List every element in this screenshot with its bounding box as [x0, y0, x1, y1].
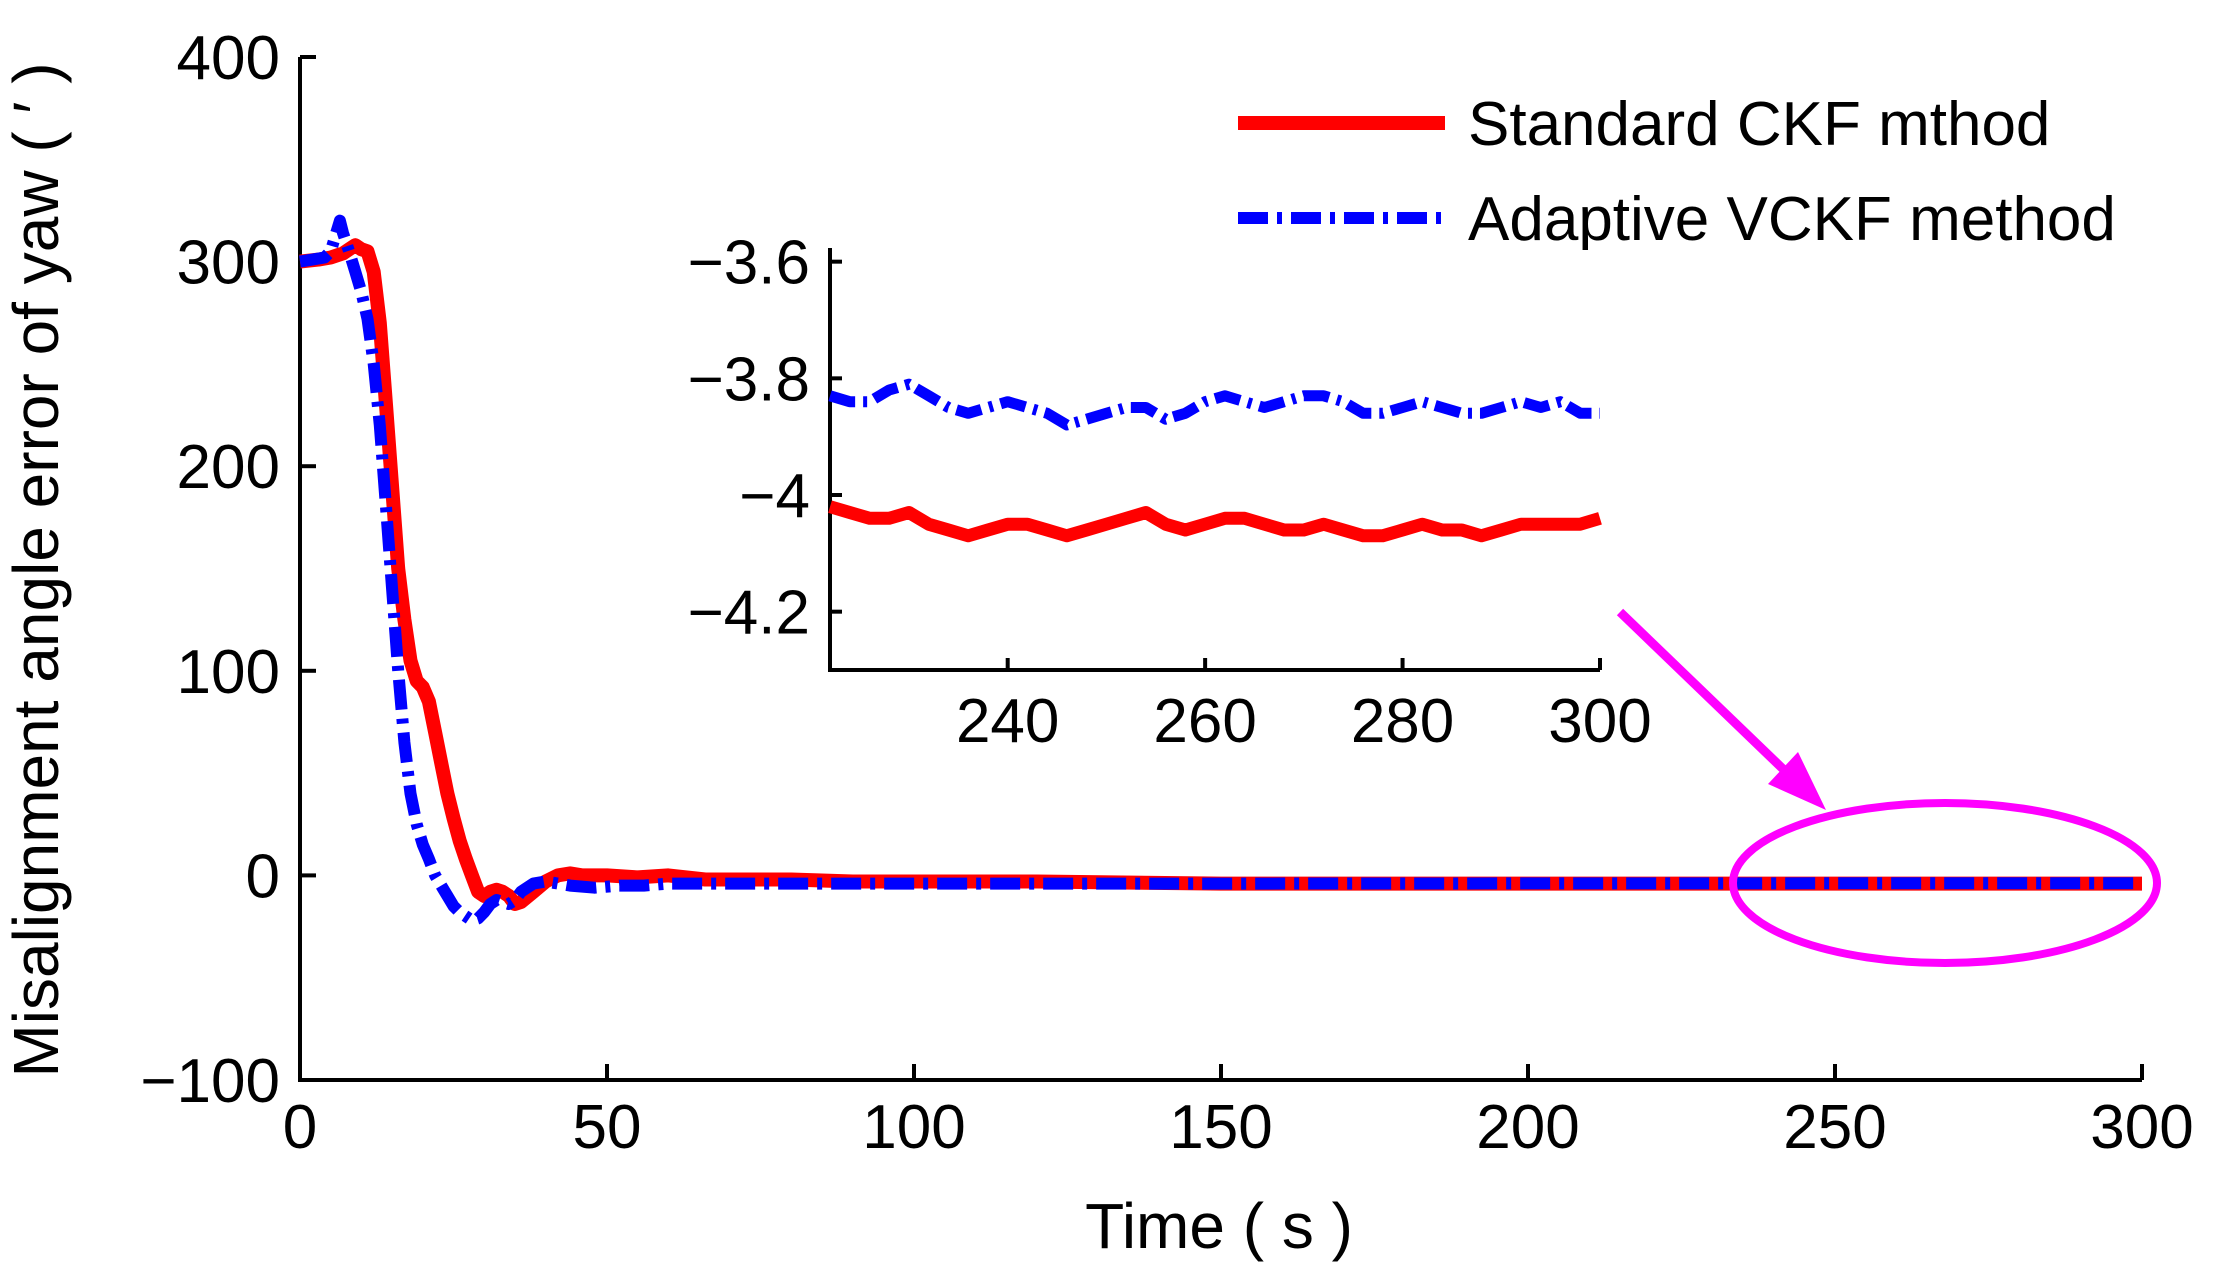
arrow-shaft: [1616, 608, 1814, 799]
highlight-ellipse: [1729, 799, 2161, 967]
inset-y-tick-label: −4: [739, 462, 810, 531]
inset-x-tick-label: 260: [1153, 687, 1256, 756]
inset-x-tick-label: 240: [956, 687, 1059, 756]
inset-series-line-standard-ckf: [828, 500, 1602, 543]
inset-x-tick-label: 300: [1548, 687, 1651, 756]
inset-y-axis-ticks: −4.2 −4 −3.8 −3.6: [688, 229, 842, 648]
inset-series: [828, 378, 1602, 543]
y-axis-ticks: −100 0 100 200 300 400: [140, 24, 316, 1116]
x-tick-label: 0: [283, 1093, 317, 1162]
x-tick-label: 100: [862, 1093, 965, 1162]
legend-label-standard-ckf: Standard CKF mthod: [1468, 90, 2050, 159]
inset-background: [830, 250, 1600, 670]
x-tick-label: 250: [1783, 1093, 1886, 1162]
arrow-head: [1768, 752, 1826, 810]
inset-x-axis-ticks: 240 260 280 300: [956, 658, 1652, 756]
x-axis-label: Time ( s ): [1085, 1190, 1353, 1262]
series-line-standard-ckf: [299, 238, 2142, 911]
y-tick-label: 200: [177, 433, 280, 502]
inset-plot: 240 260 280 300 −4.2 −4 −3.8 −3.6: [688, 229, 1652, 756]
y-axis-label: Misalignment angle error of yaw ( ′ ): [0, 62, 72, 1077]
y-tick-label: 400: [177, 24, 280, 93]
y-tick-label: 0: [246, 842, 280, 911]
x-tick-label: 50: [573, 1093, 642, 1162]
x-tick-label: 300: [2090, 1093, 2193, 1162]
main-series: [299, 214, 2142, 927]
y-tick-label: −100: [140, 1047, 280, 1116]
legend: Standard CKF mthod Adaptive VCKF method: [1238, 90, 2116, 254]
series-line-adaptive-vckf: [299, 214, 2142, 927]
inset-y-tick-label: −4.2: [688, 579, 810, 648]
inset-y-tick-label: −3.8: [688, 345, 810, 414]
x-axis-ticks: 0 50 100 150 200 250 300: [283, 1064, 2194, 1162]
y-tick-label: 100: [177, 638, 280, 707]
y-tick-label: 300: [177, 229, 280, 298]
inset-x-tick-label: 280: [1351, 687, 1454, 756]
legend-label-adaptive-vckf: Adaptive VCKF method: [1468, 185, 2116, 254]
x-tick-label: 200: [1476, 1093, 1579, 1162]
zoom-annotation: [1616, 608, 2161, 967]
x-tick-label: 150: [1169, 1093, 1272, 1162]
inset-series-line-adaptive-vckf: [828, 378, 1600, 431]
inset-y-tick-label: −3.6: [688, 229, 810, 298]
